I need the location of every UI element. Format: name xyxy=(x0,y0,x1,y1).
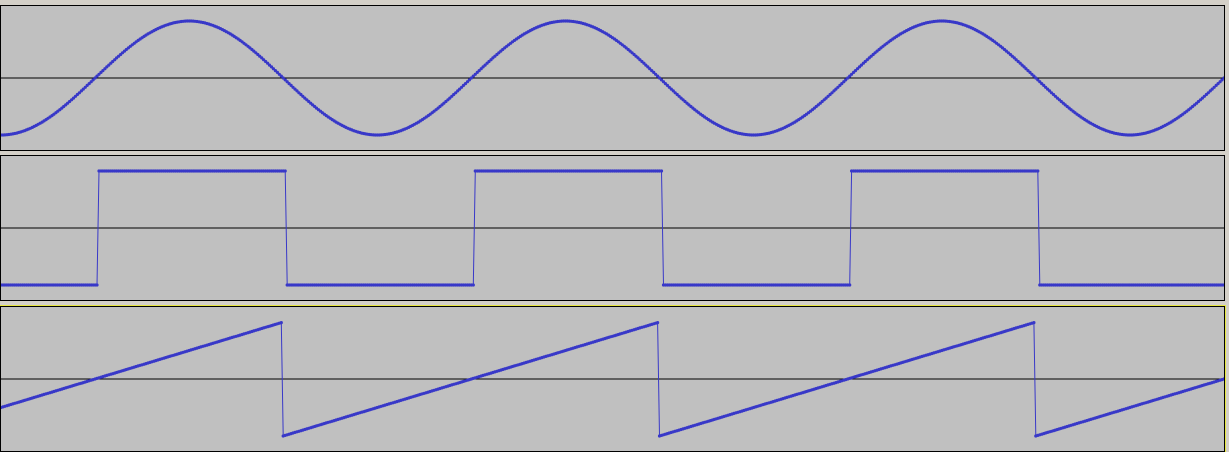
sample-point xyxy=(1036,169,1040,173)
sample-point xyxy=(657,76,662,80)
sawtooth-wave-track[interactable] xyxy=(0,305,1226,452)
sample-point xyxy=(95,283,99,287)
sample-point xyxy=(271,67,275,71)
sample-point xyxy=(473,72,477,76)
sample-point xyxy=(1222,283,1224,287)
sample-point xyxy=(281,76,285,80)
sine-wave-track[interactable] xyxy=(0,5,1225,151)
sample-point xyxy=(107,63,111,67)
sample-point xyxy=(91,78,95,82)
sample-point xyxy=(1034,76,1038,80)
square-waveform xyxy=(1,169,1224,287)
sample-point xyxy=(853,69,858,73)
sample-points xyxy=(1,19,1224,137)
sample-point xyxy=(848,283,852,287)
sample-point xyxy=(1222,377,1224,381)
sample-point xyxy=(844,78,848,82)
sample-point xyxy=(1032,321,1036,325)
sample-point xyxy=(279,321,283,325)
sample-point xyxy=(1216,82,1220,86)
square-wave-track[interactable] xyxy=(0,155,1225,301)
sample-point xyxy=(454,91,458,95)
sample-point xyxy=(840,82,844,86)
sample-point xyxy=(467,78,471,82)
sample-point xyxy=(830,91,834,95)
sample-point xyxy=(846,76,850,80)
sample-point xyxy=(1024,67,1028,71)
sample-point xyxy=(659,169,664,173)
sine-waveform xyxy=(1,19,1224,137)
sample-point xyxy=(1206,91,1210,95)
sample-point xyxy=(656,321,660,325)
sample-points xyxy=(1,169,1224,287)
sample-point xyxy=(836,85,840,89)
sample-point xyxy=(648,67,652,71)
sample-point xyxy=(97,72,101,76)
sample-point xyxy=(283,169,287,173)
sample-point xyxy=(87,82,91,86)
sample-point xyxy=(463,82,468,86)
sample-point xyxy=(850,72,854,76)
sample-point xyxy=(1212,85,1216,89)
sample-point xyxy=(77,91,81,95)
sample-point xyxy=(471,283,475,287)
sample-point xyxy=(1222,76,1224,80)
sample-points xyxy=(1,321,1224,438)
sawtooth-waveform xyxy=(1,321,1224,438)
sample-point xyxy=(1220,78,1224,82)
sample-point xyxy=(483,63,487,67)
sample-point xyxy=(101,69,105,73)
sample-point xyxy=(859,63,864,67)
sample-point xyxy=(477,69,481,73)
